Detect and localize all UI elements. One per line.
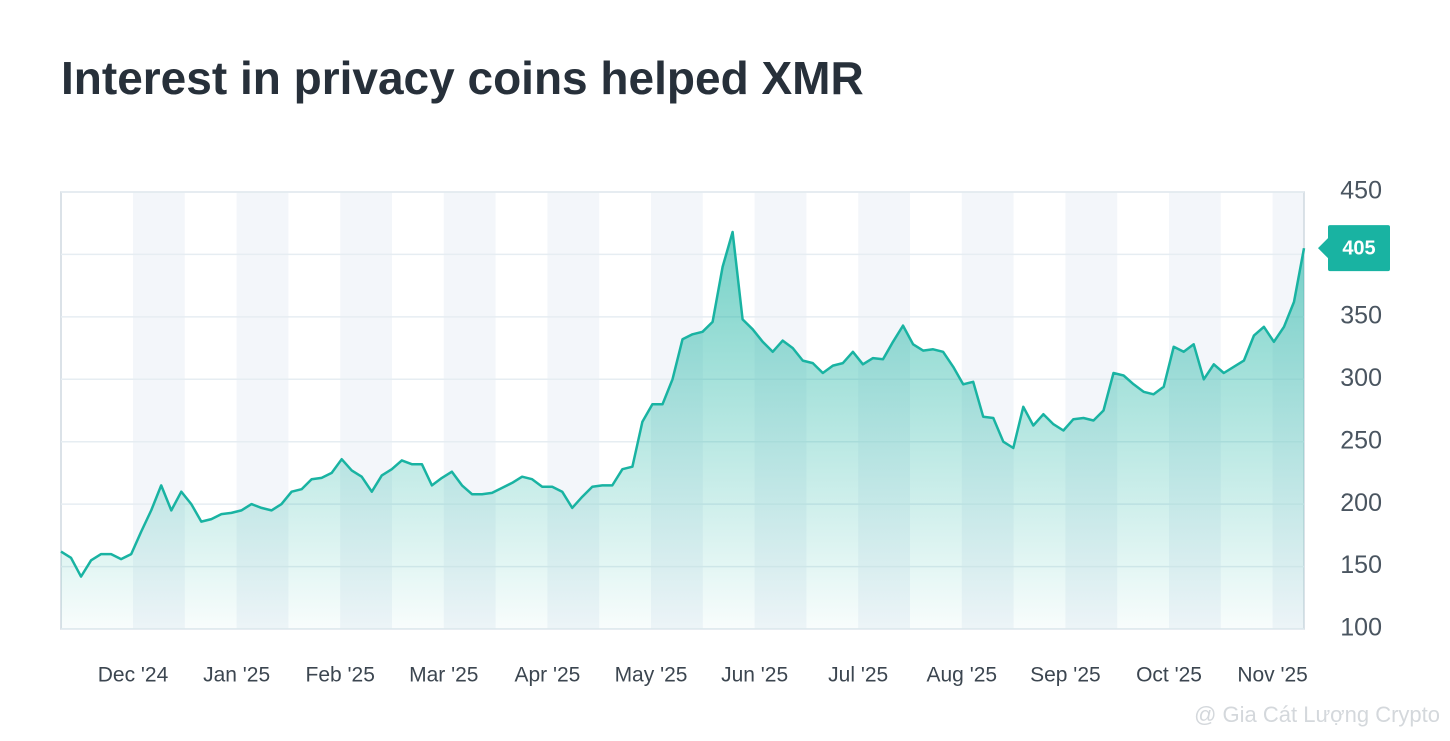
y-tick-label: 350 — [1340, 301, 1382, 329]
y-tick-label: 150 — [1340, 551, 1382, 579]
x-tick-label: Aug '25 — [927, 664, 998, 687]
y-tick-label: 300 — [1340, 364, 1382, 392]
area-fill — [61, 232, 1304, 629]
x-tick-label: May '25 — [615, 664, 688, 687]
y-tick-label: 450 — [1340, 177, 1382, 205]
price-line — [60, 230, 1306, 578]
x-tick-label: Apr '25 — [514, 664, 580, 687]
watermark: @ Gia Cát Lượng Crypto — [1194, 702, 1440, 727]
x-tick-label: Mar '25 — [409, 664, 478, 687]
x-tick-label: Dec '24 — [98, 664, 169, 687]
last-value-label: 405 — [1342, 237, 1375, 259]
y-tick-label: 200 — [1340, 489, 1382, 517]
x-tick-label: Jan '25 — [203, 664, 270, 687]
x-tick-label: Oct '25 — [1136, 664, 1202, 687]
chart-title: Interest in privacy coins helped XMR — [61, 52, 864, 104]
x-tick-label: Feb '25 — [306, 664, 375, 687]
last-badge — [1318, 225, 1390, 272]
x-tick-label: Jul '25 — [828, 664, 888, 687]
x-tick-label: Sep '25 — [1030, 664, 1101, 687]
x-tick-label: Jun '25 — [721, 664, 788, 687]
y-tick-label: 100 — [1340, 614, 1382, 642]
x-tick-label: Nov '25 — [1237, 664, 1308, 687]
y-tick-label: 250 — [1340, 426, 1382, 454]
